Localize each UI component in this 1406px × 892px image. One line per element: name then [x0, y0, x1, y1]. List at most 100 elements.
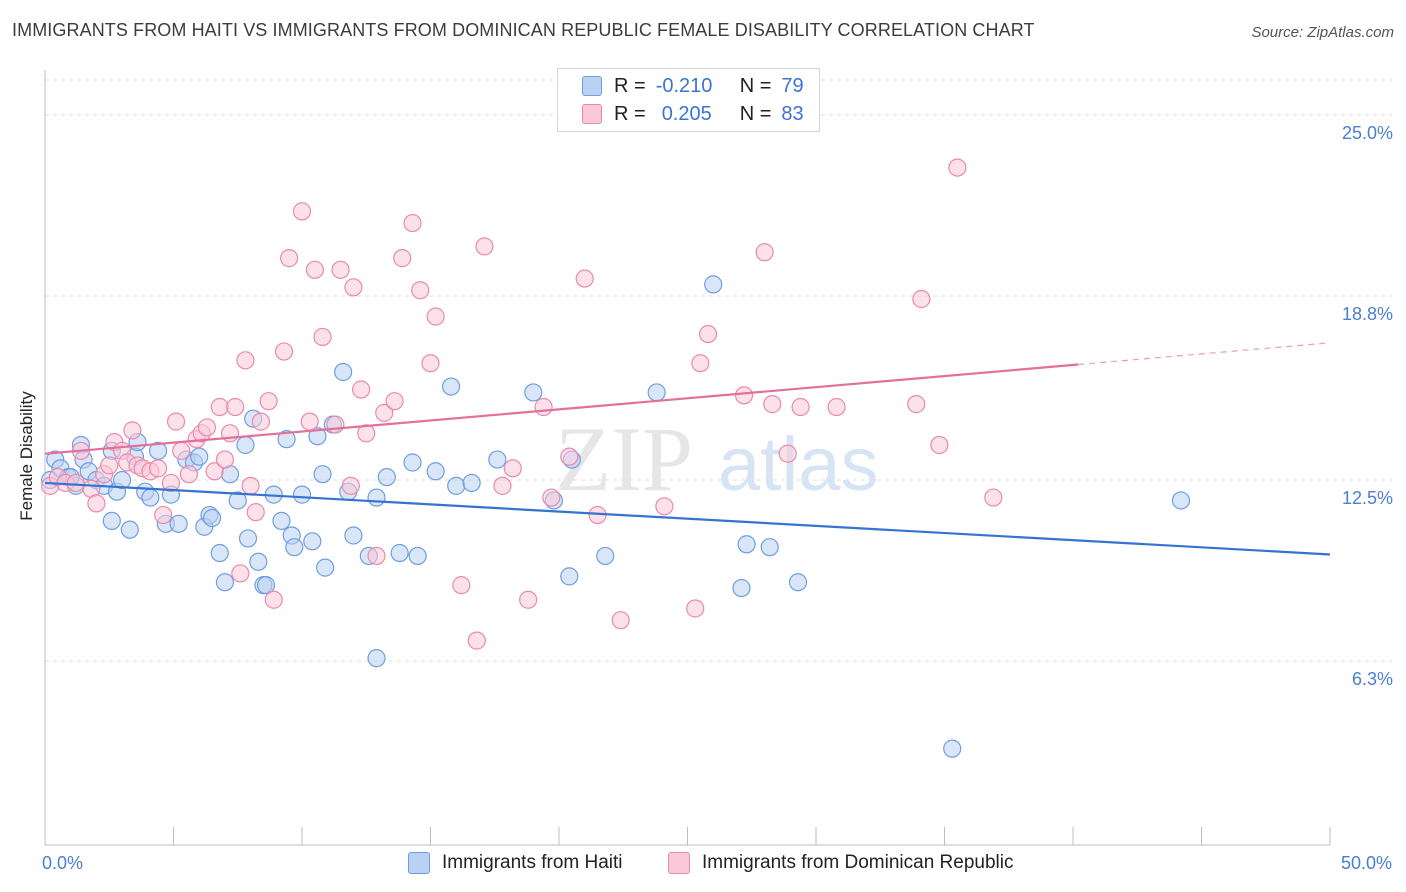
scatter-point: [426, 307, 445, 326]
scatter-point: [375, 403, 394, 422]
scatter-point: [238, 529, 258, 548]
scatter-point: [426, 462, 445, 481]
scatter-point: [228, 491, 247, 510]
x-tick-label-max: 50.0%: [1341, 853, 1392, 873]
scatter-point: [236, 351, 255, 370]
scatter-point: [210, 543, 229, 563]
scatter-point: [300, 412, 319, 431]
scatter-point: [100, 456, 119, 475]
scatter-point: [154, 505, 173, 525]
scatter-point: [611, 611, 630, 630]
scatter-point: [447, 476, 466, 495]
scatter-point: [215, 573, 234, 592]
scatter-point: [686, 599, 705, 618]
scatter-point: [984, 488, 1003, 507]
scatter-point: [148, 459, 168, 478]
legend-label-haiti: Immigrants from Haiti: [442, 852, 623, 873]
legend-swatch-pink: [668, 852, 690, 874]
series-legend: Immigrants from Haiti Immigrants from Do…: [0, 852, 1406, 878]
scatter-point: [169, 514, 188, 533]
scatter-point: [357, 424, 376, 443]
scatter-point: [930, 435, 949, 455]
scatter-point: [251, 412, 270, 431]
axes: [44, 70, 1331, 846]
scatter-point: [943, 739, 962, 758]
scatter-point: [367, 488, 386, 507]
scatter-point: [421, 354, 440, 373]
legend-r-label: R =: [614, 74, 646, 97]
scatter-point: [313, 327, 332, 347]
scatter-point: [907, 395, 926, 414]
y-axis-label: Female Disability: [17, 391, 36, 521]
scatter-point: [390, 543, 409, 563]
scatter-point: [732, 578, 751, 598]
scatter-point: [403, 213, 422, 233]
scatter-point: [231, 564, 250, 583]
chart-title: IMMIGRANTS FROM HAITI VS IMMIGRANTS FROM…: [12, 20, 1035, 40]
scatter-point: [272, 511, 291, 530]
legend-label-dominican: Immigrants from Dominican Republic: [702, 852, 1014, 873]
y-tick-label: 18.8%: [1342, 304, 1393, 324]
scatter-point: [264, 590, 283, 609]
scatter-point: [305, 260, 324, 279]
scatter-point: [210, 397, 229, 417]
series-dominican-points: [41, 158, 1003, 650]
scatter-point: [912, 289, 931, 309]
scatter-point: [493, 476, 512, 495]
legend-n-label: N =: [739, 102, 772, 125]
scatter-point: [259, 392, 278, 411]
scatter-point: [542, 488, 561, 507]
scatter-point: [755, 243, 774, 262]
legend-r-label: R =: [614, 102, 646, 125]
scatter-point: [316, 558, 335, 577]
scatter-point: [334, 362, 353, 382]
scatter-point: [161, 473, 181, 493]
scatter-point: [788, 573, 808, 592]
scatter-point: [280, 249, 299, 268]
y-tick-label: 12.5%: [1342, 488, 1393, 508]
scatter-point: [205, 462, 224, 481]
scatter-point: [575, 269, 594, 288]
scatter-point: [141, 488, 160, 507]
scatter-point: [698, 324, 718, 344]
scatter-point: [277, 430, 296, 449]
scatter-point: [519, 590, 538, 609]
scatter-point: [367, 649, 386, 668]
scatter-point: [331, 260, 350, 279]
scatter-point: [190, 447, 209, 466]
trendline-dominican-extension: [1078, 342, 1331, 366]
legend-row-haiti: R = -0.210 N = 79: [582, 73, 804, 99]
legend-item-haiti: Immigrants from Haiti: [408, 852, 623, 874]
scatter-point: [655, 497, 674, 516]
scatter-point: [827, 397, 846, 417]
legend-n-value: 83: [781, 102, 804, 125]
scatter-point: [452, 576, 471, 595]
correlation-legend: R = -0.210 N = 79 R = 0.205 N = 83: [557, 68, 820, 132]
scatter-point: [475, 237, 494, 256]
scatter-point: [737, 535, 756, 554]
scatter-point: [367, 546, 386, 566]
scatter-point: [292, 202, 312, 221]
y-tick-labels: 6.3% 12.5% 18.8% 25.0%: [1342, 123, 1393, 689]
scatter-point: [408, 546, 427, 566]
scatter-point: [467, 631, 486, 650]
scatter-point: [352, 380, 371, 399]
legend-r-value: -0.210: [655, 74, 713, 97]
scatter-point: [120, 520, 139, 539]
scatter-point: [441, 377, 461, 396]
scatter-point: [112, 470, 132, 490]
scatter-point: [488, 450, 507, 469]
legend-n-label: N =: [739, 74, 772, 97]
trendline-dominican: [44, 363, 1079, 455]
scatter-point: [166, 412, 186, 431]
trendlines: [44, 342, 1331, 556]
scatter-point: [344, 278, 363, 297]
legend-swatch-pink: [582, 104, 602, 124]
scatter-point: [344, 526, 363, 545]
scatter-point: [308, 427, 327, 446]
scatter-point: [778, 444, 797, 463]
scatter-point: [691, 354, 710, 373]
scatter-point: [236, 435, 255, 455]
y-tick-label: 25.0%: [1342, 123, 1393, 143]
